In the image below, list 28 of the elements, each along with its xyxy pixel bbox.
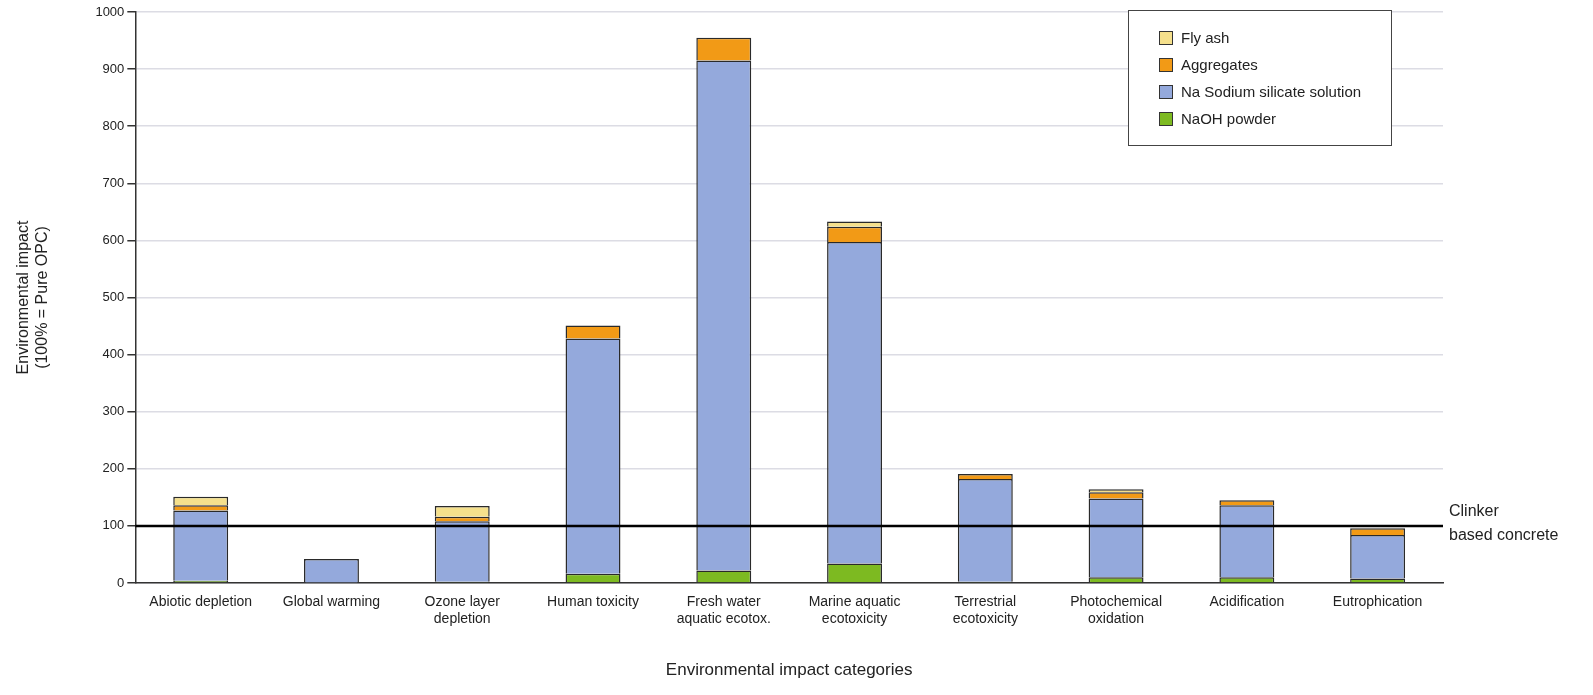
legend-label: NaOH powder [1181,110,1277,127]
y-tick-label: 800 [102,117,125,133]
x-axis-title: Environmental impact categories [665,660,913,680]
legend-label: Aggregates [1181,56,1258,73]
y-tick-label: 100 [102,517,125,533]
y-tick-label: 1000 [95,3,125,19]
y-tick-label: 200 [102,460,125,476]
y-tick-label: 500 [102,289,125,305]
y-tick-label: 900 [102,60,125,76]
y-tick-label: 400 [102,346,125,362]
legend-label: Fly ash [1181,29,1230,46]
ref-line-label: Clinker based concrete [1449,502,1559,544]
y-axis-title: Environmental impact (100% = Pure OPC) [14,220,51,375]
x-tick-label: Photochemical oxidation [1070,593,1162,627]
x-tick-label: Marine aquatic ecotoxicity [808,593,901,627]
y-tick-label: 300 [102,403,125,419]
x-tick-label: Abiotic depletion [149,593,253,610]
x-tick-label: Eutrophication [1332,593,1423,610]
x-tick-label: Fresh water aquatic ecotox. [676,593,771,627]
x-tick-label: Acidification [1209,593,1285,610]
x-tick-label: Ozone layer depletion [424,593,501,627]
y-tick-label: 600 [102,231,125,247]
x-tick-label: Global warming [282,593,381,610]
x-tick-label: Terrestrial ecotoxicity [952,593,1018,627]
x-tick-label: Human toxicity [547,593,639,610]
legend-label: Na Sodium silicate solution [1181,83,1362,100]
y-tick-label: 0 [117,574,125,590]
y-tick-label: 700 [102,174,125,190]
